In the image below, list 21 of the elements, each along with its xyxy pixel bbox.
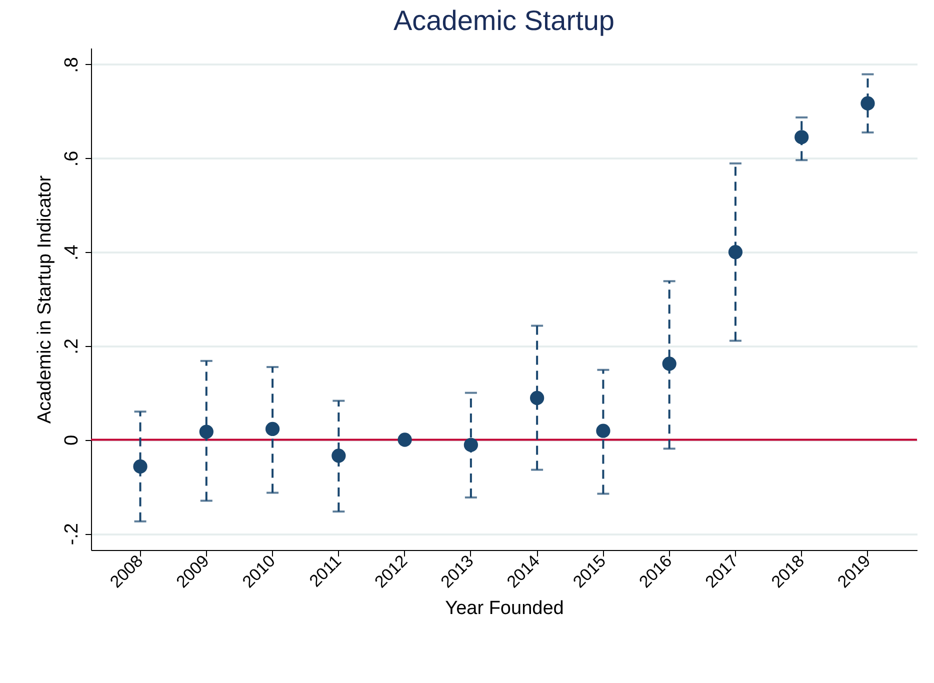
y-axis-title: Academic in Startup Indicator bbox=[34, 174, 56, 424]
point bbox=[596, 424, 610, 438]
x-axis-title: Year Founded bbox=[445, 598, 564, 619]
point bbox=[398, 432, 412, 447]
y-tick-label: 0 bbox=[62, 434, 82, 446]
point bbox=[133, 459, 148, 474]
point bbox=[794, 130, 809, 144]
y-tick-label: .6 bbox=[62, 150, 82, 167]
point bbox=[662, 356, 676, 371]
y-tick-label: .4 bbox=[62, 244, 82, 261]
point bbox=[199, 424, 214, 439]
y-tick-label: -.2 bbox=[62, 522, 82, 546]
y-tick-label: .8 bbox=[62, 56, 82, 73]
point bbox=[332, 448, 346, 463]
point bbox=[728, 245, 743, 260]
chart-title: Academic Startup bbox=[394, 5, 614, 36]
point bbox=[530, 390, 544, 406]
point bbox=[265, 422, 280, 436]
point bbox=[860, 96, 875, 110]
y-tick-label: .2 bbox=[62, 338, 82, 354]
point bbox=[464, 438, 478, 452]
